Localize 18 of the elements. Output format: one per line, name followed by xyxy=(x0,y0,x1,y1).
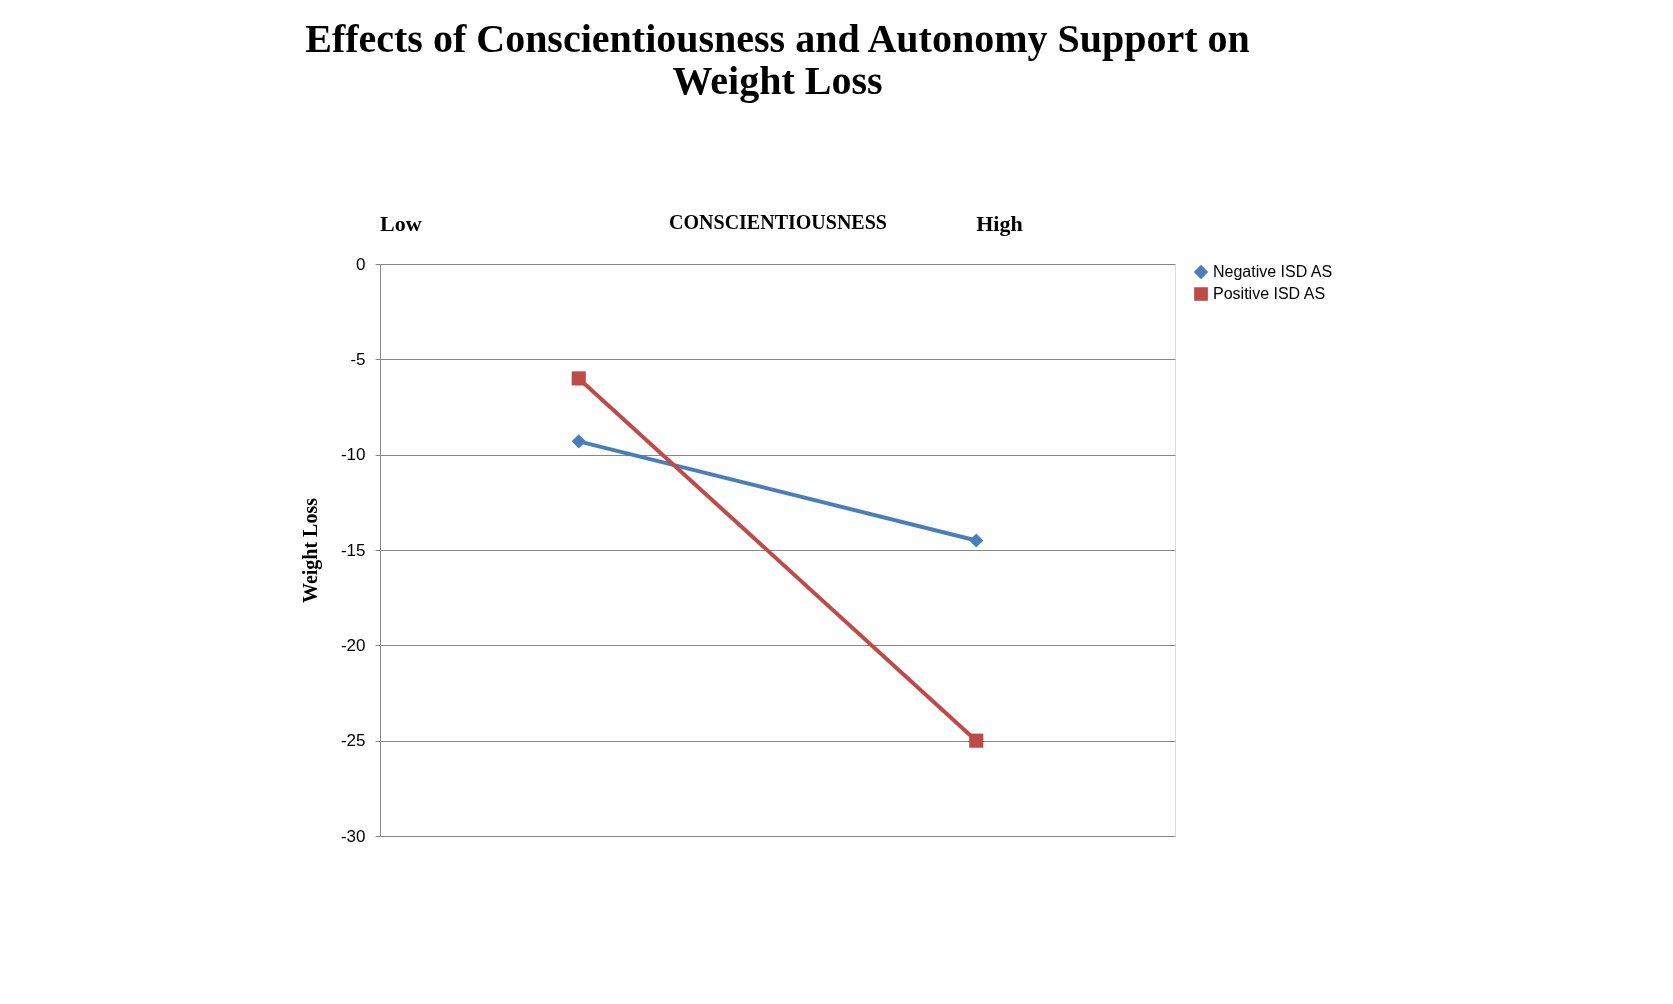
point xyxy=(571,434,586,449)
y-tick-label: -10 xyxy=(340,445,366,465)
text: Low xyxy=(380,211,422,236)
chart-title: Effects of Conscientiousness and Autonomy Support on Weight Loss xyxy=(305,16,1250,103)
y-tick-label: -20 xyxy=(340,635,366,655)
y-tick-label: 0 xyxy=(356,254,366,274)
y-tick-label: -5 xyxy=(350,349,366,369)
point xyxy=(969,733,984,748)
y-axis-title: Weight Loss xyxy=(298,497,322,604)
legend-label: Negative ISD AS xyxy=(1213,263,1333,280)
point xyxy=(969,533,984,548)
point xyxy=(571,371,586,386)
x-axis-title: CONSCIENTIOUSNESS xyxy=(669,210,887,233)
text: High xyxy=(976,211,1023,236)
y-tick-label: -30 xyxy=(340,826,366,846)
legend-label: Positive ISD AS xyxy=(1213,285,1326,302)
y-tick-label: -25 xyxy=(340,731,366,751)
y-tick-label: -15 xyxy=(340,540,366,560)
